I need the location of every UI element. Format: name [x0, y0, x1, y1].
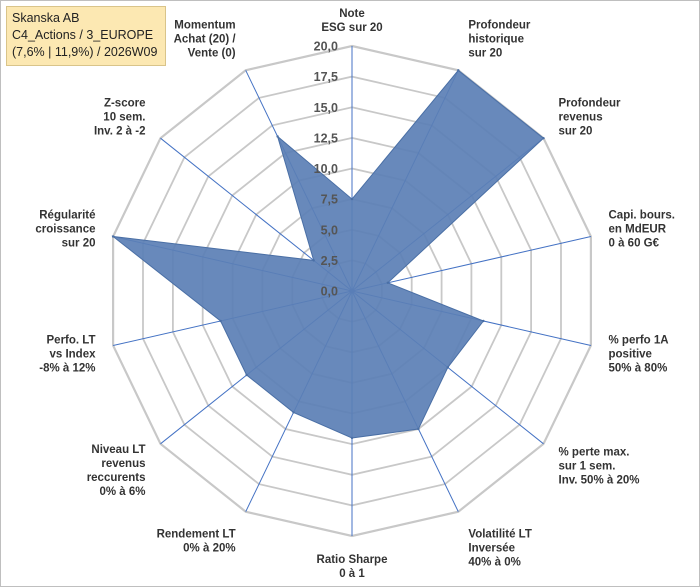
- data-point: [111, 235, 115, 238]
- axis-label-line: Capi. bours.: [609, 210, 675, 222]
- axis-label-line: ESG sur 20: [321, 22, 382, 34]
- tick-label: 10,0: [314, 162, 338, 176]
- axis-label-line: 0% à 20%: [183, 542, 235, 554]
- data-point: [446, 366, 449, 369]
- axis-label-line: Inv. 2 à -2: [94, 125, 146, 137]
- data-point: [350, 197, 354, 201]
- axis-labels: Note ESG sur 20 Profondeur historique sur 20…: [35, 8, 675, 580]
- axis-label: Perfo. LT vs Index -8% à 12%: [39, 334, 96, 374]
- axis-label: Rendement LT 0% à 20%: [157, 528, 236, 554]
- axis-label-line: % perte max.: [559, 447, 630, 459]
- axis-label-line: Vente (0): [188, 48, 236, 60]
- axis-label-line: reccurents: [87, 472, 146, 484]
- axis-label: Z-score 10 sem. Inv. 2 à -2: [94, 97, 146, 137]
- axis-label-line: 50% à 80%: [609, 362, 668, 374]
- tick-label: 20,0: [314, 40, 338, 54]
- axis-label-line: Régularité: [39, 210, 95, 222]
- axis-label: % perfo 1A positive 50% à 80%: [609, 334, 669, 374]
- axis-label-line: Rendement LT: [157, 528, 236, 540]
- tick-label: 2,5: [321, 254, 338, 268]
- axis-label-line: Volatilité LT: [468, 528, 531, 540]
- axis-label-line: sur 1 sem.: [559, 461, 616, 473]
- axis-label: Note ESG sur 20: [321, 8, 382, 34]
- axis-label: Niveau LT revenus reccurents 0% à 6%: [87, 444, 146, 498]
- axis-label-line: Perfo. LT: [47, 334, 96, 346]
- data-point: [457, 69, 460, 72]
- data-point: [482, 319, 485, 323]
- axis-label-line: Note: [339, 8, 365, 20]
- data-point: [219, 319, 222, 323]
- category-label: C4_Actions / 3_EUROPE: [12, 28, 154, 42]
- axis-label: Capi. bours. en MdEUR 0 à 60 G€: [609, 210, 675, 250]
- tick-label: 5,0: [321, 223, 338, 237]
- axis-label-line: Inversée: [468, 542, 515, 554]
- radar-spoke: [351, 236, 592, 292]
- company-name: Skanska AB: [12, 11, 80, 25]
- axis-label-line: Ratio Sharpe: [317, 554, 388, 566]
- axis-label-line: Inv. 50% à 20%: [559, 475, 640, 487]
- axis-label: Profondeur historique sur 20: [468, 20, 530, 60]
- axis-label-line: 10 sem.: [103, 111, 145, 123]
- axis-label-line: Profondeur: [468, 20, 530, 32]
- axis-label-line: vs Index: [49, 348, 96, 360]
- axis-label-line: sur 20: [468, 48, 502, 60]
- axis-label: Profondeur revenus sur 20: [559, 97, 621, 137]
- data-point: [292, 411, 295, 414]
- axis-label: Régularité croissance sur 20: [35, 210, 95, 250]
- tick-label: 12,5: [314, 131, 338, 145]
- radial-tick-labels: 0,0 2,5 5,0 7,5 10,0 12,5 15,0 17,5 20,0: [314, 40, 338, 299]
- tick-label: 7,5: [321, 193, 338, 207]
- axis-label-line: Momentum: [174, 20, 235, 32]
- axis-label-line: 0 à 1: [339, 568, 365, 580]
- tick-label: 15,0: [314, 101, 338, 115]
- data-point: [245, 373, 248, 377]
- axis-label-line: sur 20: [559, 125, 593, 137]
- axis-label-line: % perfo 1A: [609, 334, 669, 346]
- chart-title-box: Skanska AB C4_Actions / 3_EUROPE (7,6% |…: [6, 6, 166, 66]
- data-point: [542, 137, 545, 140]
- axis-label-line: positive: [609, 348, 652, 360]
- axis-label-line: sur 20: [62, 238, 96, 250]
- axis-label-line: -8% à 12%: [39, 362, 95, 374]
- axis-label-line: 0% à 6%: [99, 486, 145, 498]
- axis-label-line: 40% à 0%: [468, 556, 520, 568]
- axis-label-line: revenus: [101, 458, 145, 470]
- axis-label: Volatilité LT Inversée 40% à 0%: [468, 528, 531, 568]
- data-point: [312, 259, 315, 262]
- axis-label: Momentum Achat (20) / Vente (0): [174, 20, 237, 60]
- data-point: [386, 281, 389, 284]
- axis-label-line: Profondeur: [559, 97, 621, 109]
- axis-label: % perte max. sur 1 sem. Inv. 50% à 20%: [559, 447, 640, 487]
- data-point: [350, 436, 354, 440]
- axis-label-line: Z-score: [104, 97, 146, 109]
- radar-series: [111, 69, 545, 440]
- tick-label: 17,5: [314, 70, 338, 84]
- axis-label-line: en MdEUR: [609, 224, 667, 236]
- data-point: [417, 427, 420, 431]
- axis-label: Ratio Sharpe 0 à 1: [317, 554, 388, 580]
- axis-label-line: revenus: [559, 111, 603, 123]
- data-point: [276, 135, 279, 138]
- axis-label-line: Niveau LT: [91, 444, 145, 456]
- performance-week-label: (7,6% | 11,9%) / 2026W09: [12, 45, 158, 59]
- tick-label: 0,0: [321, 285, 338, 299]
- axis-label-line: 0 à 60 G€: [609, 238, 660, 250]
- axis-label-line: Achat (20) /: [174, 34, 237, 46]
- axis-label-line: historique: [468, 34, 524, 46]
- axis-label-line: croissance: [35, 224, 95, 236]
